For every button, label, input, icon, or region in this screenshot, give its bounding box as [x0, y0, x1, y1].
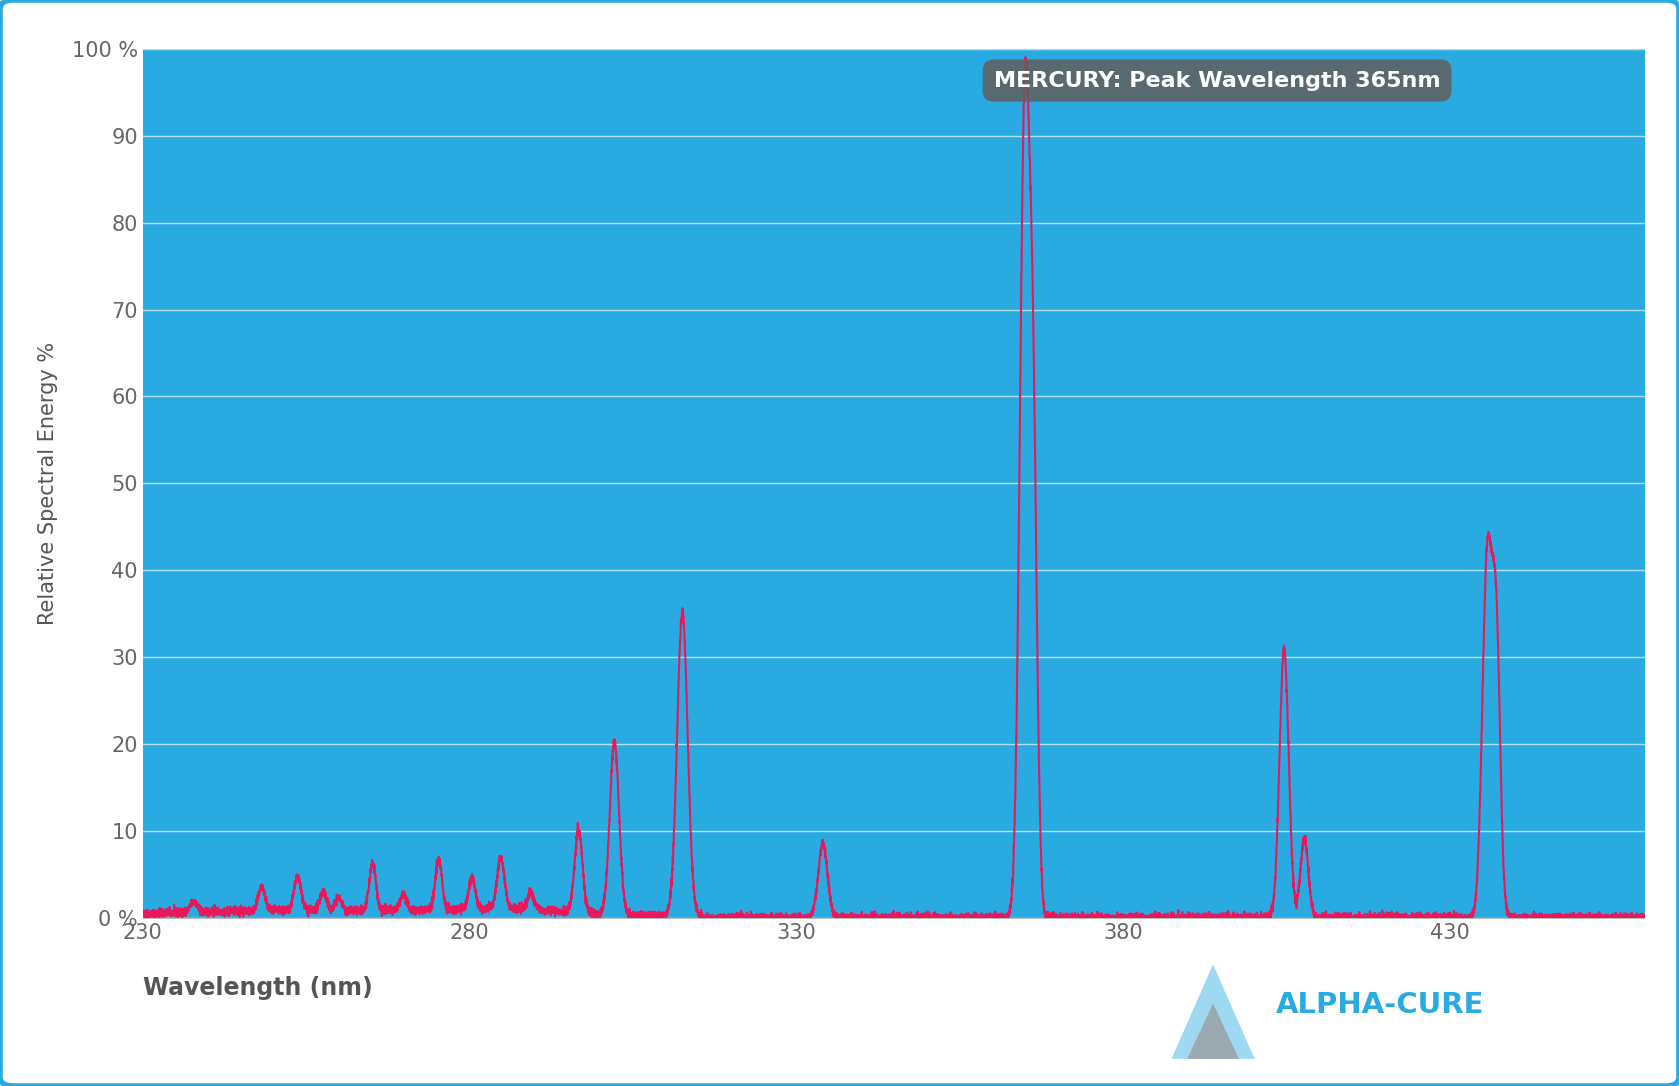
Polygon shape: [1172, 964, 1254, 1059]
Text: Wavelength (nm): Wavelength (nm): [143, 976, 373, 1000]
Y-axis label: Relative Spectral Energy %: Relative Spectral Energy %: [39, 342, 57, 624]
Text: ALPHA-CURE: ALPHA-CURE: [1276, 990, 1484, 1019]
Text: MERCURY: Peak Wavelength 365nm: MERCURY: Peak Wavelength 365nm: [994, 71, 1441, 90]
Polygon shape: [1187, 1003, 1239, 1059]
